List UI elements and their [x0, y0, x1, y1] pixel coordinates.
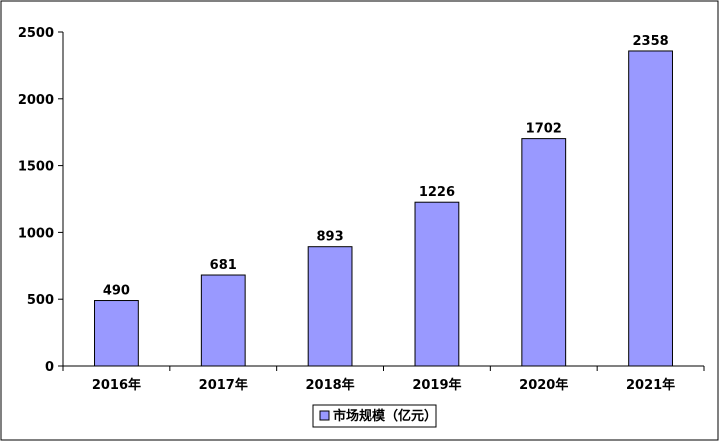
bar-value-label: 490: [103, 284, 130, 299]
legend-box: [312, 404, 437, 428]
y-tick-label: 2000: [18, 93, 54, 108]
bar: [200, 274, 246, 367]
x-tick-label: 2017年: [199, 377, 248, 393]
bar: [521, 138, 567, 367]
bar: [94, 300, 139, 367]
y-tick-label: 500: [27, 293, 54, 308]
y-tick-label: 2500: [18, 26, 54, 41]
y-tick-label: 1000: [18, 226, 54, 241]
bar: [414, 201, 460, 367]
bar: [628, 50, 673, 367]
bar: [307, 246, 353, 367]
x-tick-label: 2018年: [305, 377, 354, 393]
data-labels: 490 681 893 1226 1702 2358: [103, 34, 669, 299]
bar-value-label: 681: [210, 258, 237, 273]
x-tick-label: 2021年: [626, 377, 675, 393]
bar-value-label: 2358: [632, 34, 668, 49]
legend-swatch: [319, 410, 330, 421]
legend-label: 市场规模（亿元）: [333, 408, 437, 424]
x-tick-label: 2019年: [412, 377, 461, 393]
bar-value-label: 893: [317, 230, 344, 245]
y-tick-label: 1500: [18, 160, 54, 175]
bar-value-label: 1226: [419, 185, 455, 200]
y-axis: 0 500 1000 1500 2000 2500: [18, 26, 64, 375]
x-tick-label: 2016年: [92, 377, 141, 393]
x-tick-label: 2020年: [519, 377, 568, 393]
y-tick-label: 0: [45, 360, 54, 375]
x-axis: 2016年 2017年 2018年 2019年 2020年 2021年: [62, 365, 705, 393]
bar-value-label: 1702: [526, 122, 562, 137]
legend: 市场规模（亿元）: [312, 404, 437, 428]
bars: [94, 50, 673, 367]
